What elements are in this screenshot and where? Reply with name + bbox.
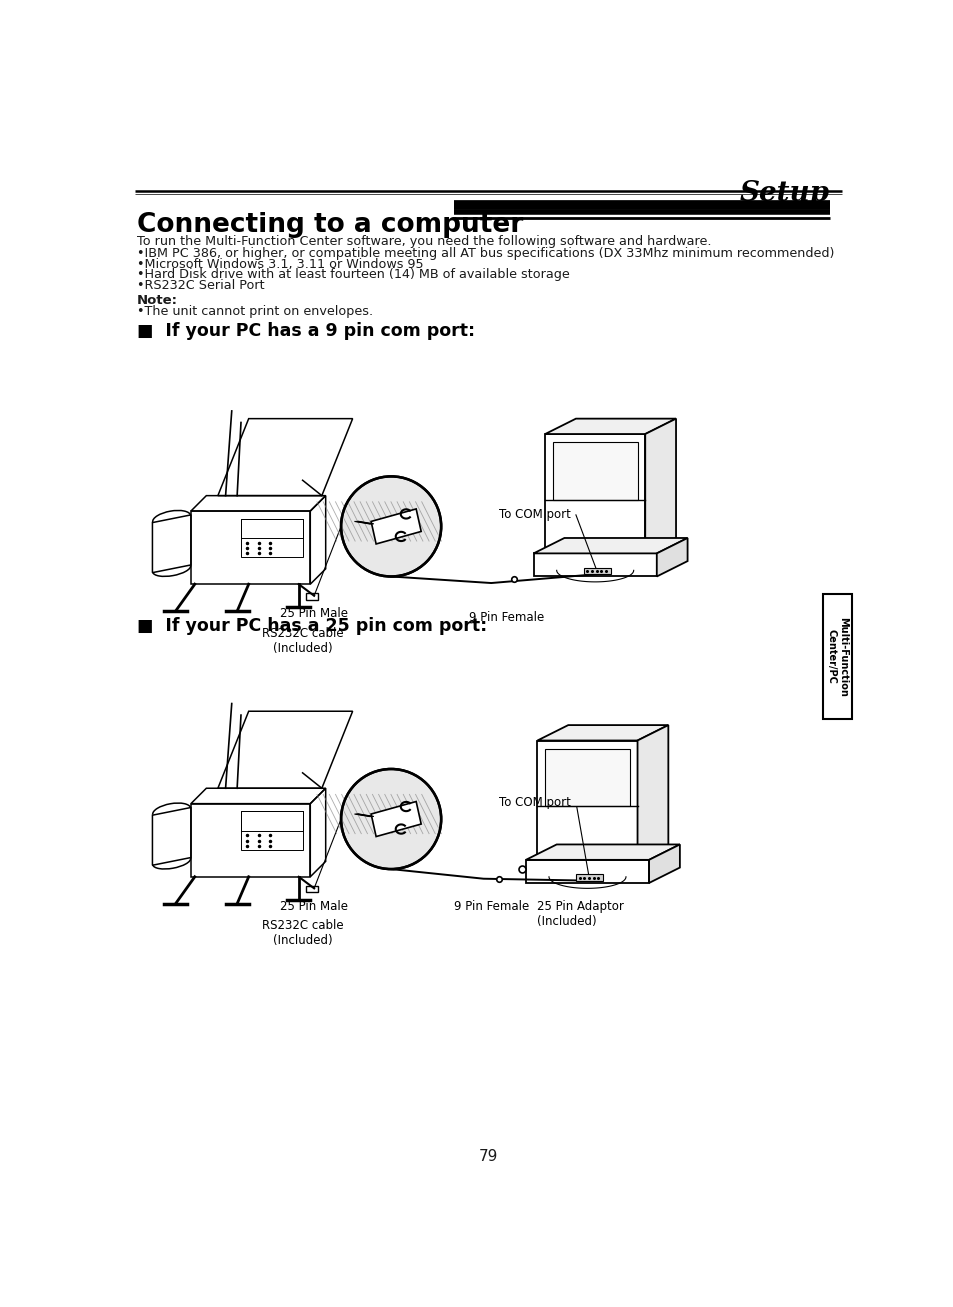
Polygon shape bbox=[637, 725, 668, 860]
Polygon shape bbox=[644, 418, 676, 553]
Text: Setup: Setup bbox=[740, 180, 829, 207]
Bar bbox=[241, 812, 302, 830]
Text: RS232C cable
(Included): RS232C cable (Included) bbox=[261, 626, 343, 655]
Text: Note:: Note: bbox=[137, 294, 178, 307]
Text: To COM port: To COM port bbox=[498, 508, 570, 521]
Circle shape bbox=[341, 476, 440, 576]
Bar bbox=[306, 593, 317, 600]
Polygon shape bbox=[544, 418, 676, 434]
Bar bbox=[822, 595, 851, 719]
Text: 9 Pin Female: 9 Pin Female bbox=[469, 612, 544, 625]
Polygon shape bbox=[537, 725, 668, 741]
Polygon shape bbox=[525, 860, 648, 884]
Polygon shape bbox=[533, 538, 687, 553]
Bar bbox=[552, 442, 637, 499]
Text: •Hard Disk drive with at least fourteen (14) MB of available storage: •Hard Disk drive with at least fourteen … bbox=[137, 268, 569, 281]
Text: •Microsoft Windows 3.1, 3.11 or Windows 95: •Microsoft Windows 3.1, 3.11 or Windows … bbox=[137, 257, 423, 271]
Polygon shape bbox=[371, 801, 420, 836]
Text: ■  If your PC has a 9 pin com port:: ■ If your PC has a 9 pin com port: bbox=[137, 322, 475, 340]
Text: •The unit cannot print on envelopes.: •The unit cannot print on envelopes. bbox=[137, 305, 373, 318]
Text: To run the Multi-Function Center software, you need the following software and h: To run the Multi-Function Center softwar… bbox=[137, 235, 711, 248]
Text: •RS232C Serial Port: •RS232C Serial Port bbox=[137, 280, 264, 293]
Polygon shape bbox=[537, 741, 637, 860]
Bar bbox=[241, 519, 302, 557]
Bar bbox=[241, 812, 302, 850]
Text: RS232C cable
(Included): RS232C cable (Included) bbox=[261, 919, 343, 948]
Bar bbox=[576, 874, 602, 881]
Text: Multi-Function
Center/PC: Multi-Function Center/PC bbox=[826, 617, 847, 697]
Text: 25 Pin Male: 25 Pin Male bbox=[280, 608, 348, 621]
Polygon shape bbox=[533, 553, 656, 576]
Polygon shape bbox=[544, 434, 644, 553]
Text: Connecting to a computer: Connecting to a computer bbox=[137, 212, 523, 238]
Polygon shape bbox=[656, 538, 687, 576]
Polygon shape bbox=[371, 508, 420, 544]
Bar bbox=[544, 749, 629, 806]
Text: 25 Pin Male: 25 Pin Male bbox=[280, 901, 348, 912]
Polygon shape bbox=[648, 844, 679, 884]
Text: 9 Pin Female: 9 Pin Female bbox=[453, 901, 528, 912]
Polygon shape bbox=[525, 844, 679, 860]
Text: 25 Pin Adaptor
(Included): 25 Pin Adaptor (Included) bbox=[537, 901, 623, 928]
Text: ■  If your PC has a 25 pin com port:: ■ If your PC has a 25 pin com port: bbox=[137, 617, 487, 635]
Bar bbox=[583, 569, 610, 574]
Bar bbox=[306, 886, 317, 893]
Text: •IBM PC 386, or higher, or compatible meeting all AT bus specifications (DX 33Mh: •IBM PC 386, or higher, or compatible me… bbox=[137, 247, 834, 260]
Circle shape bbox=[341, 769, 440, 869]
Bar bbox=[241, 519, 302, 538]
Text: 79: 79 bbox=[478, 1149, 498, 1163]
Text: To COM port: To COM port bbox=[498, 796, 570, 809]
